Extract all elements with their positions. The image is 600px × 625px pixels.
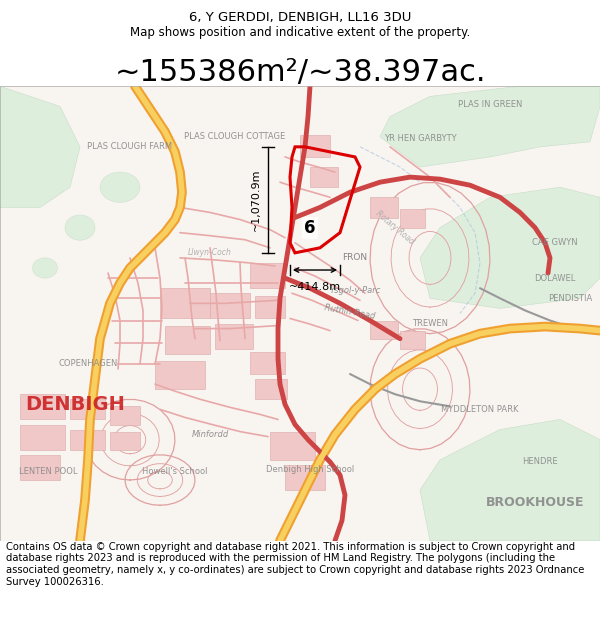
Bar [20, 455, 60, 480]
Text: BROOKHOUSE: BROOKHOUSE [486, 496, 584, 509]
Bar [155, 361, 205, 389]
Bar [110, 432, 140, 450]
Text: PLAS CLOUGH COTTAGE: PLAS CLOUGH COTTAGE [184, 132, 286, 141]
Bar [70, 429, 105, 450]
Ellipse shape [32, 258, 58, 278]
Text: Llwyn-Coch: Llwyn-Coch [188, 248, 232, 258]
Text: PLAS IN GREEN: PLAS IN GREEN [458, 100, 522, 109]
Text: FRON: FRON [343, 253, 368, 262]
Bar [400, 209, 425, 227]
Bar [300, 135, 330, 157]
Text: YR HEN GARBYTY: YR HEN GARBYTY [383, 134, 457, 143]
Bar [20, 424, 65, 450]
Bar [215, 324, 253, 349]
Polygon shape [0, 86, 80, 208]
Bar [285, 465, 325, 490]
Polygon shape [420, 419, 600, 541]
Polygon shape [380, 86, 600, 167]
Bar [110, 406, 140, 424]
Text: ~414.8m: ~414.8m [289, 282, 341, 292]
Bar [20, 394, 65, 419]
Bar [70, 399, 105, 419]
Text: HENDRE: HENDRE [522, 458, 558, 466]
Text: PLAS CLOUGH FARM: PLAS CLOUGH FARM [88, 142, 173, 151]
Text: Contains OS data © Crown copyright and database right 2021. This information is : Contains OS data © Crown copyright and d… [6, 542, 584, 587]
Text: Rotary Road: Rotary Road [374, 209, 416, 246]
Bar [370, 198, 398, 217]
Bar [370, 321, 398, 339]
Text: CAE GWYN: CAE GWYN [532, 238, 578, 248]
Ellipse shape [65, 215, 95, 240]
Text: ~155386m²/~38.397ac.: ~155386m²/~38.397ac. [114, 58, 486, 87]
Text: Howell's School: Howell's School [142, 468, 208, 476]
Bar [250, 263, 285, 288]
Ellipse shape [100, 172, 140, 202]
Text: LENTEN POOL: LENTEN POOL [19, 468, 77, 476]
Text: Minfordd: Minfordd [191, 430, 229, 439]
Text: PENDISTIA: PENDISTIA [548, 294, 592, 302]
Polygon shape [420, 188, 600, 308]
Text: DENBIGH: DENBIGH [25, 395, 125, 414]
Bar [255, 296, 285, 319]
Text: ~1,070.9m: ~1,070.9m [251, 169, 261, 231]
Text: COPENHAGEN: COPENHAGEN [58, 359, 118, 368]
Bar [165, 326, 210, 354]
Bar [255, 379, 287, 399]
Text: Map shows position and indicative extent of the property.: Map shows position and indicative extent… [130, 26, 470, 39]
Bar [310, 167, 338, 187]
Bar [250, 352, 285, 374]
Text: 6, Y GERDDI, DENBIGH, LL16 3DU: 6, Y GERDDI, DENBIGH, LL16 3DU [189, 11, 411, 24]
Text: 6: 6 [304, 219, 316, 237]
Text: DOLAWEL: DOLAWEL [535, 274, 575, 282]
Text: MYDDLETON PARK: MYDDLETON PARK [441, 405, 519, 414]
Bar [160, 288, 210, 319]
Text: Ysgol-y-Parc: Ysgol-y-Parc [329, 286, 380, 295]
Text: TREWEN: TREWEN [412, 319, 448, 328]
Text: Ruthin Road: Ruthin Road [324, 304, 376, 321]
Bar [210, 293, 250, 319]
Bar [270, 432, 315, 460]
Text: Denbigh High School: Denbigh High School [266, 466, 354, 474]
Bar [400, 331, 425, 349]
